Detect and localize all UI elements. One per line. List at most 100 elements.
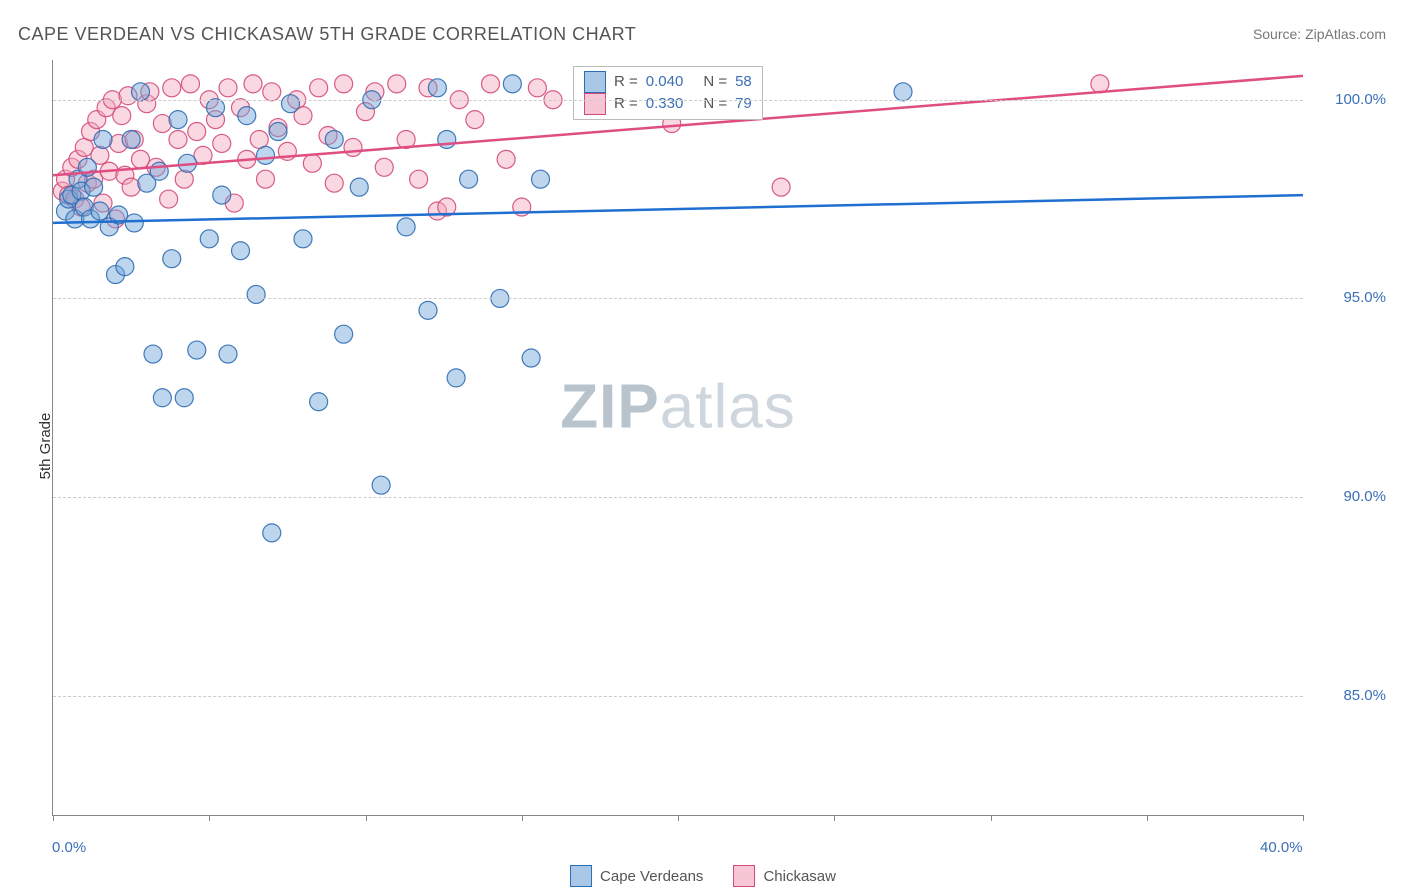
chart-title: CAPE VERDEAN VS CHICKASAW 5TH GRADE CORR… <box>18 24 636 45</box>
scatter-point <box>150 162 168 180</box>
scatter-point <box>460 170 478 188</box>
scatter-point <box>522 349 540 367</box>
legend-swatch <box>733 865 755 887</box>
scatter-point <box>247 285 265 303</box>
scatter-point <box>257 146 275 164</box>
scatter-point <box>219 79 237 97</box>
x-tick <box>53 815 54 821</box>
legend-swatch <box>584 71 606 93</box>
scatter-point <box>410 170 428 188</box>
n-value: 58 <box>735 71 752 93</box>
y-tick-label: 100.0% <box>1335 91 1386 108</box>
legend-swatch <box>570 865 592 887</box>
scatter-point <box>344 138 362 156</box>
scatter-point <box>207 99 225 117</box>
scatter-point <box>169 111 187 129</box>
scatter-point <box>175 389 193 407</box>
legend-swatch <box>584 93 606 115</box>
y-tick-label: 85.0% <box>1343 687 1386 704</box>
gridline <box>53 696 1303 697</box>
scatter-point <box>350 178 368 196</box>
scatter-point <box>238 107 256 125</box>
scatter-point <box>303 154 321 172</box>
scatter-point <box>482 75 500 93</box>
legend-item: Chickasaw <box>733 865 836 887</box>
scatter-point <box>163 79 181 97</box>
scatter-point <box>113 107 131 125</box>
r-label: R = <box>614 71 638 93</box>
x-tick <box>366 815 367 821</box>
scatter-point <box>269 123 287 141</box>
scatter-point <box>263 83 281 101</box>
chart-svg <box>53 60 1303 815</box>
scatter-point <box>428 79 446 97</box>
x-tick-label: 40.0% <box>1260 839 1303 856</box>
scatter-point <box>153 115 171 133</box>
scatter-point <box>213 134 231 152</box>
scatter-point <box>182 75 200 93</box>
scatter-point <box>772 178 790 196</box>
scatter-point <box>532 170 550 188</box>
scatter-point <box>175 170 193 188</box>
scatter-point <box>397 218 415 236</box>
x-tick <box>991 815 992 821</box>
gridline <box>53 497 1303 498</box>
legend-label: Chickasaw <box>763 868 836 885</box>
scatter-point <box>188 123 206 141</box>
scatter-point <box>122 178 140 196</box>
x-tick <box>1147 815 1148 821</box>
scatter-point <box>335 75 353 93</box>
scatter-point <box>94 130 112 148</box>
scatter-point <box>153 389 171 407</box>
scatter-point <box>447 369 465 387</box>
legend-label: Cape Verdeans <box>600 868 703 885</box>
scatter-point <box>232 242 250 260</box>
scatter-point <box>122 130 140 148</box>
scatter-point <box>419 301 437 319</box>
legend-bottom: Cape Verdeans Chickasaw <box>570 865 836 887</box>
scatter-point <box>503 75 521 93</box>
scatter-point <box>528 79 546 97</box>
scatter-point <box>372 476 390 494</box>
r-value: 0.040 <box>646 71 684 93</box>
scatter-point <box>163 250 181 268</box>
scatter-point <box>91 202 109 220</box>
scatter-point <box>294 230 312 248</box>
x-tick <box>834 815 835 821</box>
source-attribution: Source: ZipAtlas.com <box>1253 26 1386 42</box>
scatter-point <box>388 75 406 93</box>
gridline <box>53 298 1303 299</box>
scatter-point <box>200 230 218 248</box>
scatter-point <box>466 111 484 129</box>
x-tick <box>678 815 679 821</box>
legend-stats-row: R =0.330N =79 <box>584 93 752 115</box>
scatter-point <box>125 214 143 232</box>
scatter-point <box>160 190 178 208</box>
scatter-point <box>894 83 912 101</box>
scatter-point <box>213 186 231 204</box>
r-value: 0.330 <box>646 93 684 115</box>
legend-stats-row: R = 0.040 N = 58 <box>584 71 752 93</box>
scatter-point <box>375 158 393 176</box>
scatter-point <box>244 75 262 93</box>
scatter-point <box>1091 75 1109 93</box>
scatter-point <box>132 83 150 101</box>
scatter-point <box>257 170 275 188</box>
scatter-point <box>144 345 162 363</box>
scatter-point <box>263 524 281 542</box>
n-label: N = <box>703 93 727 115</box>
y-tick-label: 95.0% <box>1343 289 1386 306</box>
scatter-point <box>310 79 328 97</box>
x-tick <box>522 815 523 821</box>
n-label: N = <box>703 71 727 93</box>
y-tick-label: 90.0% <box>1343 488 1386 505</box>
scatter-point <box>219 345 237 363</box>
scatter-point <box>438 130 456 148</box>
scatter-point <box>335 325 353 343</box>
scatter-point <box>282 95 300 113</box>
r-label: R = <box>614 93 638 115</box>
scatter-point <box>85 178 103 196</box>
x-tick <box>1303 815 1304 821</box>
scatter-point <box>325 130 343 148</box>
scatter-point <box>169 130 187 148</box>
